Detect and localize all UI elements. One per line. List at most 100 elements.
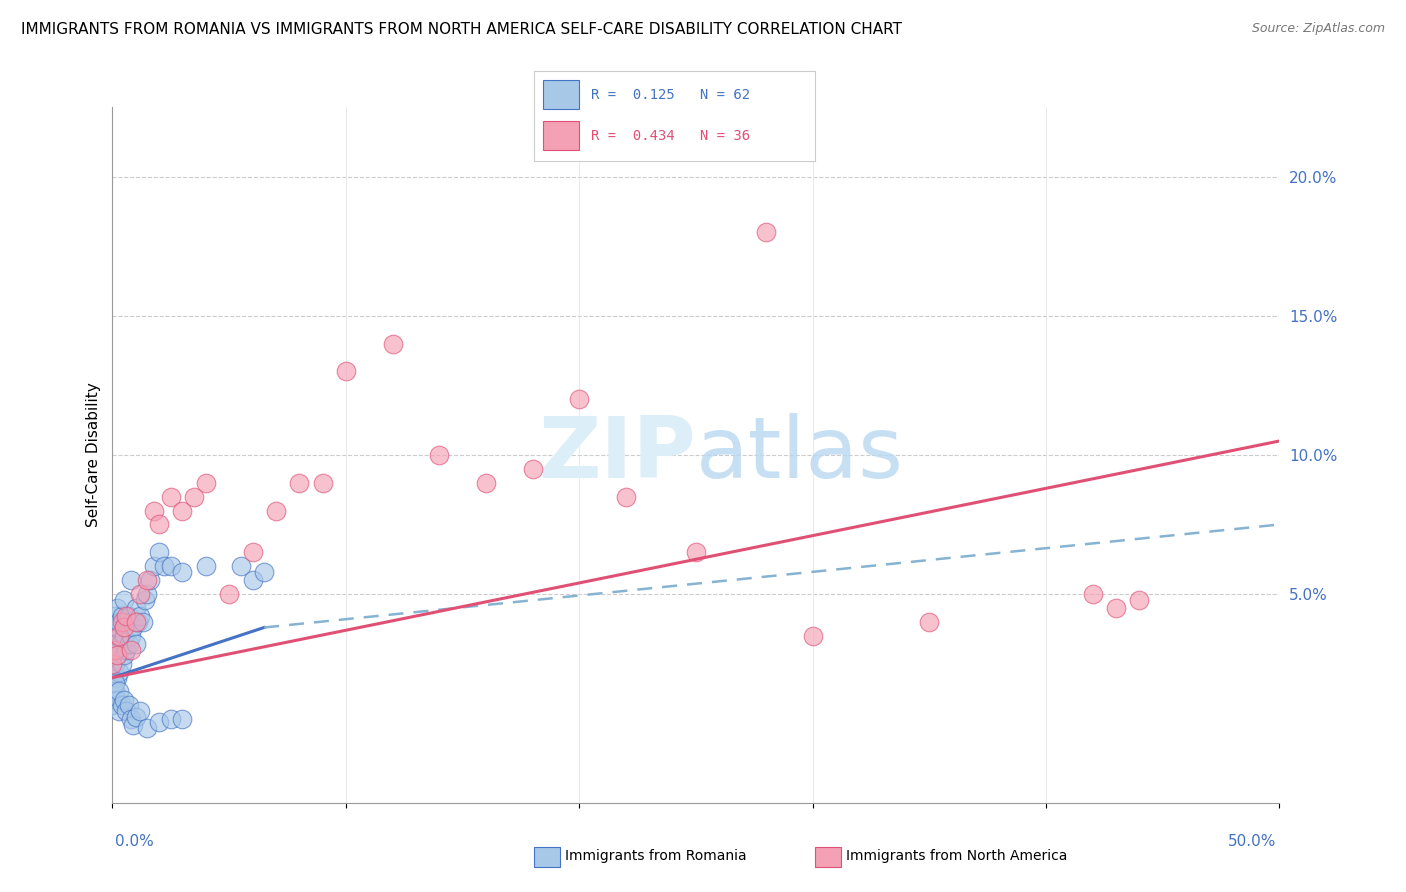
Text: 50.0%: 50.0% xyxy=(1229,834,1277,849)
Point xyxy=(160,559,183,574)
Point xyxy=(101,671,124,685)
Point xyxy=(755,225,778,239)
Y-axis label: Self-Care Disability: Self-Care Disability xyxy=(86,383,101,527)
Point xyxy=(127,615,149,629)
Point xyxy=(105,642,128,657)
Point xyxy=(153,559,176,574)
Point xyxy=(111,698,134,713)
Point xyxy=(108,665,131,679)
Text: atlas: atlas xyxy=(696,413,904,497)
Point xyxy=(108,642,131,657)
Point xyxy=(108,704,131,718)
Point xyxy=(475,475,498,490)
Point xyxy=(112,592,135,607)
Point xyxy=(1128,592,1150,607)
Point xyxy=(568,392,591,407)
Point xyxy=(194,475,217,490)
Point xyxy=(105,693,128,707)
Point xyxy=(125,709,148,723)
Point xyxy=(129,609,152,624)
Point xyxy=(104,609,127,624)
Point xyxy=(614,490,637,504)
Point xyxy=(143,559,166,574)
Point xyxy=(101,648,124,663)
Point xyxy=(129,587,152,601)
Point xyxy=(111,615,134,629)
Point xyxy=(148,517,170,532)
Text: Immigrants from Romania: Immigrants from Romania xyxy=(565,849,747,863)
Point xyxy=(112,620,135,634)
Text: IMMIGRANTS FROM ROMANIA VS IMMIGRANTS FROM NORTH AMERICA SELF-CARE DISABILITY CO: IMMIGRANTS FROM ROMANIA VS IMMIGRANTS FR… xyxy=(21,22,903,37)
Point xyxy=(139,573,162,587)
Point xyxy=(115,609,138,624)
Point xyxy=(194,559,217,574)
Point xyxy=(136,721,159,735)
Point xyxy=(108,684,131,698)
Point xyxy=(115,615,138,629)
Point xyxy=(183,490,205,504)
Point xyxy=(160,712,183,726)
Point xyxy=(104,642,127,657)
Point xyxy=(118,637,141,651)
Point xyxy=(148,715,170,730)
Text: ZIP: ZIP xyxy=(538,413,696,497)
Point xyxy=(288,475,311,490)
Point xyxy=(125,615,148,629)
Point xyxy=(801,629,824,643)
Point xyxy=(108,629,131,643)
Point xyxy=(111,657,134,671)
Point xyxy=(172,712,194,726)
Text: R =  0.125   N = 62: R = 0.125 N = 62 xyxy=(591,87,749,102)
Point xyxy=(101,698,124,713)
Point xyxy=(335,364,357,378)
Point xyxy=(120,573,142,587)
Point xyxy=(112,648,135,663)
Point xyxy=(105,620,128,634)
Point xyxy=(685,545,707,559)
Point xyxy=(427,448,450,462)
Point xyxy=(172,503,194,517)
Point xyxy=(122,718,145,732)
Point xyxy=(118,698,141,713)
Point xyxy=(122,620,145,634)
Point xyxy=(522,462,544,476)
Point xyxy=(381,336,404,351)
Point xyxy=(120,629,142,643)
Point xyxy=(918,615,941,629)
Point xyxy=(115,642,138,657)
Point xyxy=(218,587,240,601)
Point xyxy=(132,615,155,629)
Point xyxy=(136,573,159,587)
Point xyxy=(148,545,170,559)
Point xyxy=(129,704,152,718)
Point xyxy=(120,712,142,726)
Point xyxy=(242,545,264,559)
Point xyxy=(242,573,264,587)
Point xyxy=(104,657,127,671)
Point xyxy=(105,601,128,615)
Point xyxy=(118,609,141,624)
Point xyxy=(1081,587,1104,601)
Point xyxy=(111,609,134,624)
Point xyxy=(104,684,127,698)
Point xyxy=(136,587,159,601)
Point xyxy=(160,490,183,504)
Point xyxy=(253,565,276,579)
Point xyxy=(172,565,194,579)
Point xyxy=(264,503,287,517)
Point xyxy=(125,637,148,651)
Point xyxy=(115,704,138,718)
Point xyxy=(120,642,142,657)
Text: Immigrants from North America: Immigrants from North America xyxy=(846,849,1067,863)
Bar xyxy=(543,80,579,109)
Point xyxy=(105,671,128,685)
Point xyxy=(143,503,166,517)
Point xyxy=(229,559,252,574)
Point xyxy=(1105,601,1128,615)
Text: Source: ZipAtlas.com: Source: ZipAtlas.com xyxy=(1251,22,1385,36)
Text: R =  0.434   N = 36: R = 0.434 N = 36 xyxy=(591,128,749,143)
Point xyxy=(104,620,127,634)
Point xyxy=(111,634,134,648)
Point xyxy=(104,637,127,651)
Point xyxy=(112,629,135,643)
